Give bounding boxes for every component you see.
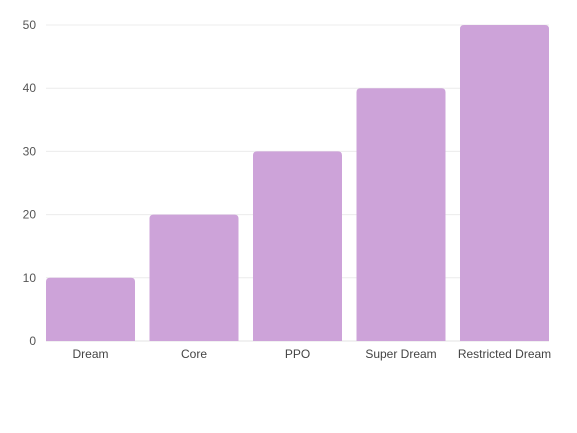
- y-tick-label: 50: [23, 18, 37, 32]
- y-tick-label: 10: [23, 271, 37, 285]
- y-axis-ticks: 0 10 20 30 40 50: [23, 18, 37, 348]
- x-tick-label: Dream: [72, 347, 108, 361]
- bar-ppo[interactable]: [253, 151, 342, 341]
- x-tick-label: Core: [181, 347, 207, 361]
- bar-dream[interactable]: [46, 277, 135, 341]
- bar-super-dream[interactable]: [356, 88, 446, 341]
- bar-restricted-dream[interactable]: [460, 25, 549, 341]
- bars: [46, 25, 549, 341]
- y-tick-label: 0: [29, 334, 36, 348]
- y-tick-label: 30: [23, 144, 37, 158]
- y-tick-label: 40: [23, 81, 37, 95]
- x-tick-label: PPO: [285, 347, 310, 361]
- x-tick-label: Super Dream: [365, 347, 436, 361]
- bar-core[interactable]: [149, 214, 239, 341]
- x-tick-label: Restricted Dream: [458, 347, 551, 361]
- y-tick-label: 20: [23, 208, 37, 222]
- x-axis-labels: Dream Core PPO Super Dream Restricted Dream: [72, 347, 551, 361]
